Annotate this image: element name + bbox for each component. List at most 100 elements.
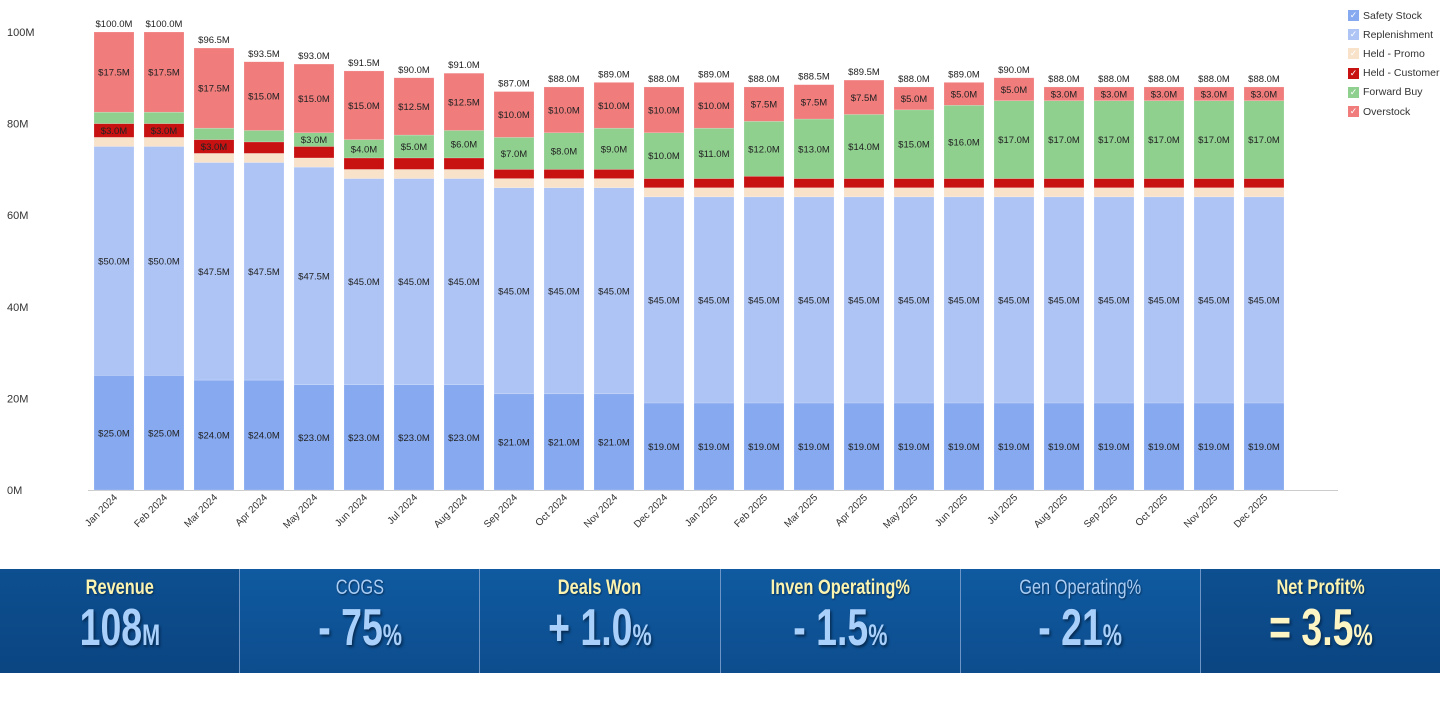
bar-segment bbox=[143, 111, 185, 124]
checkbox-icon[interactable]: ✓ bbox=[1348, 106, 1359, 118]
x-tick-label: Dec 2025 bbox=[1232, 492, 1270, 530]
checkbox-icon[interactable]: ✓ bbox=[1348, 86, 1359, 98]
data-label: $14.0M bbox=[848, 142, 880, 153]
data-label: $4.0M bbox=[351, 144, 377, 155]
bar-segment bbox=[993, 178, 1035, 188]
legend-item[interactable]: ✓ Safety Stock bbox=[1348, 6, 1439, 25]
bar-segment bbox=[343, 169, 385, 179]
total-label: $89.5M bbox=[848, 67, 880, 78]
bar-segment bbox=[943, 105, 985, 179]
data-label: $3.0M bbox=[201, 142, 227, 153]
x-tick-label: Jun 2025 bbox=[933, 492, 970, 529]
bar-segment bbox=[93, 137, 135, 147]
bar-segment bbox=[693, 187, 735, 198]
checkbox-icon[interactable]: ✓ bbox=[1348, 29, 1359, 41]
bar-segment bbox=[1143, 100, 1185, 179]
kpi-title: Net Profit% bbox=[1276, 576, 1365, 599]
bar-segment bbox=[493, 393, 535, 491]
y-tick-label: 100M bbox=[7, 27, 35, 39]
legend-item[interactable]: ✓ Forward Buy bbox=[1348, 83, 1439, 102]
bar-segment bbox=[143, 375, 185, 491]
legend-item[interactable]: ✓ Replenishment bbox=[1348, 25, 1439, 44]
bar-segment bbox=[943, 178, 985, 188]
bar-segment bbox=[1143, 86, 1185, 101]
data-label: $23.0M bbox=[398, 433, 430, 444]
data-label: $21.0M bbox=[598, 437, 630, 448]
x-tick-label: Nov 2025 bbox=[1182, 492, 1220, 530]
checkbox-icon[interactable]: ✓ bbox=[1348, 67, 1359, 79]
total-label: $88.0M bbox=[648, 74, 680, 85]
bar-segment bbox=[693, 127, 735, 179]
data-label: $17.5M bbox=[148, 68, 180, 79]
x-tick-label: Mar 2024 bbox=[182, 492, 220, 530]
bar-segment bbox=[243, 379, 285, 491]
bar-segment bbox=[543, 178, 585, 188]
bar-segment bbox=[343, 178, 385, 385]
bar-segment bbox=[1193, 196, 1235, 404]
legend-item[interactable]: ✓ Held - Customer bbox=[1348, 64, 1439, 83]
data-label: $17.0M bbox=[1048, 135, 1080, 146]
bar-segment bbox=[643, 187, 685, 198]
bar-segment bbox=[1193, 187, 1235, 198]
bar-segment bbox=[193, 139, 235, 154]
bar-segment bbox=[793, 402, 835, 491]
legend-item[interactable]: ✓ Held - Promo bbox=[1348, 44, 1439, 63]
bar-segment bbox=[443, 72, 485, 131]
y-tick-label: 20M bbox=[7, 393, 28, 405]
data-label: $19.0M bbox=[1148, 442, 1180, 453]
data-label: $7.5M bbox=[801, 97, 827, 108]
bar-segment bbox=[943, 402, 985, 491]
x-tick-label: Oct 2024 bbox=[534, 492, 571, 529]
bar-segment bbox=[1093, 178, 1135, 188]
x-tick-label: Feb 2025 bbox=[732, 492, 770, 530]
data-label: $5.0M bbox=[1001, 85, 1027, 96]
data-label: $5.0M bbox=[951, 89, 977, 100]
kpi-inven-operating: Inven Operating% - 1.5% bbox=[720, 569, 961, 673]
data-label: $25.0M bbox=[148, 428, 180, 439]
bar-segment bbox=[493, 187, 535, 395]
data-label: $10.0M bbox=[648, 105, 680, 116]
kpi-value: = 3.5% bbox=[1268, 599, 1373, 657]
data-label: $5.0M bbox=[401, 142, 427, 153]
kpi-value: - 21% bbox=[1038, 599, 1123, 657]
checkbox-icon[interactable]: ✓ bbox=[1348, 48, 1359, 60]
bar-segment bbox=[1043, 178, 1085, 188]
data-label: $50.0M bbox=[148, 257, 180, 268]
bar-segment bbox=[843, 114, 885, 179]
data-label: $45.0M bbox=[648, 295, 680, 306]
total-label: $88.5M bbox=[798, 72, 830, 83]
legend-item[interactable]: ✓ Overstock bbox=[1348, 102, 1439, 121]
bar-segment bbox=[593, 127, 635, 170]
x-tick-label: Dec 2024 bbox=[632, 492, 670, 530]
bar-segment bbox=[493, 169, 535, 179]
bar-segment bbox=[143, 31, 185, 113]
kpi-gen-operating: Gen Operating% - 21% bbox=[960, 569, 1201, 673]
data-label: $17.0M bbox=[1148, 135, 1180, 146]
bar-segment bbox=[1093, 86, 1135, 101]
bar-segment bbox=[1243, 178, 1285, 188]
bar-segment bbox=[893, 178, 935, 188]
data-label: $3.0M bbox=[1201, 89, 1227, 100]
data-label: $45.0M bbox=[998, 295, 1030, 306]
data-label: $10.0M bbox=[698, 101, 730, 112]
total-label: $100.0M bbox=[146, 19, 183, 30]
data-label: $45.0M bbox=[598, 286, 630, 297]
bar-segment bbox=[1243, 196, 1285, 404]
legend-label: Overstock bbox=[1363, 105, 1411, 118]
total-label: $90.0M bbox=[998, 65, 1030, 76]
bar-segment bbox=[1193, 178, 1235, 188]
bar-segment bbox=[793, 196, 835, 404]
bar-segment bbox=[743, 176, 785, 188]
total-label: $88.0M bbox=[898, 74, 930, 85]
bar-segment bbox=[893, 187, 935, 198]
bar-segment bbox=[293, 63, 335, 134]
kpi-title: Deals Won bbox=[558, 576, 642, 599]
bar-segment bbox=[743, 196, 785, 404]
data-label: $23.0M bbox=[448, 433, 480, 444]
legend-label: Held - Customer bbox=[1363, 67, 1440, 80]
data-label: $45.0M bbox=[348, 277, 380, 288]
bar-segment bbox=[843, 196, 885, 404]
checkbox-icon[interactable]: ✓ bbox=[1348, 10, 1359, 22]
bar-segment bbox=[493, 91, 535, 138]
data-label: $45.0M bbox=[948, 295, 980, 306]
